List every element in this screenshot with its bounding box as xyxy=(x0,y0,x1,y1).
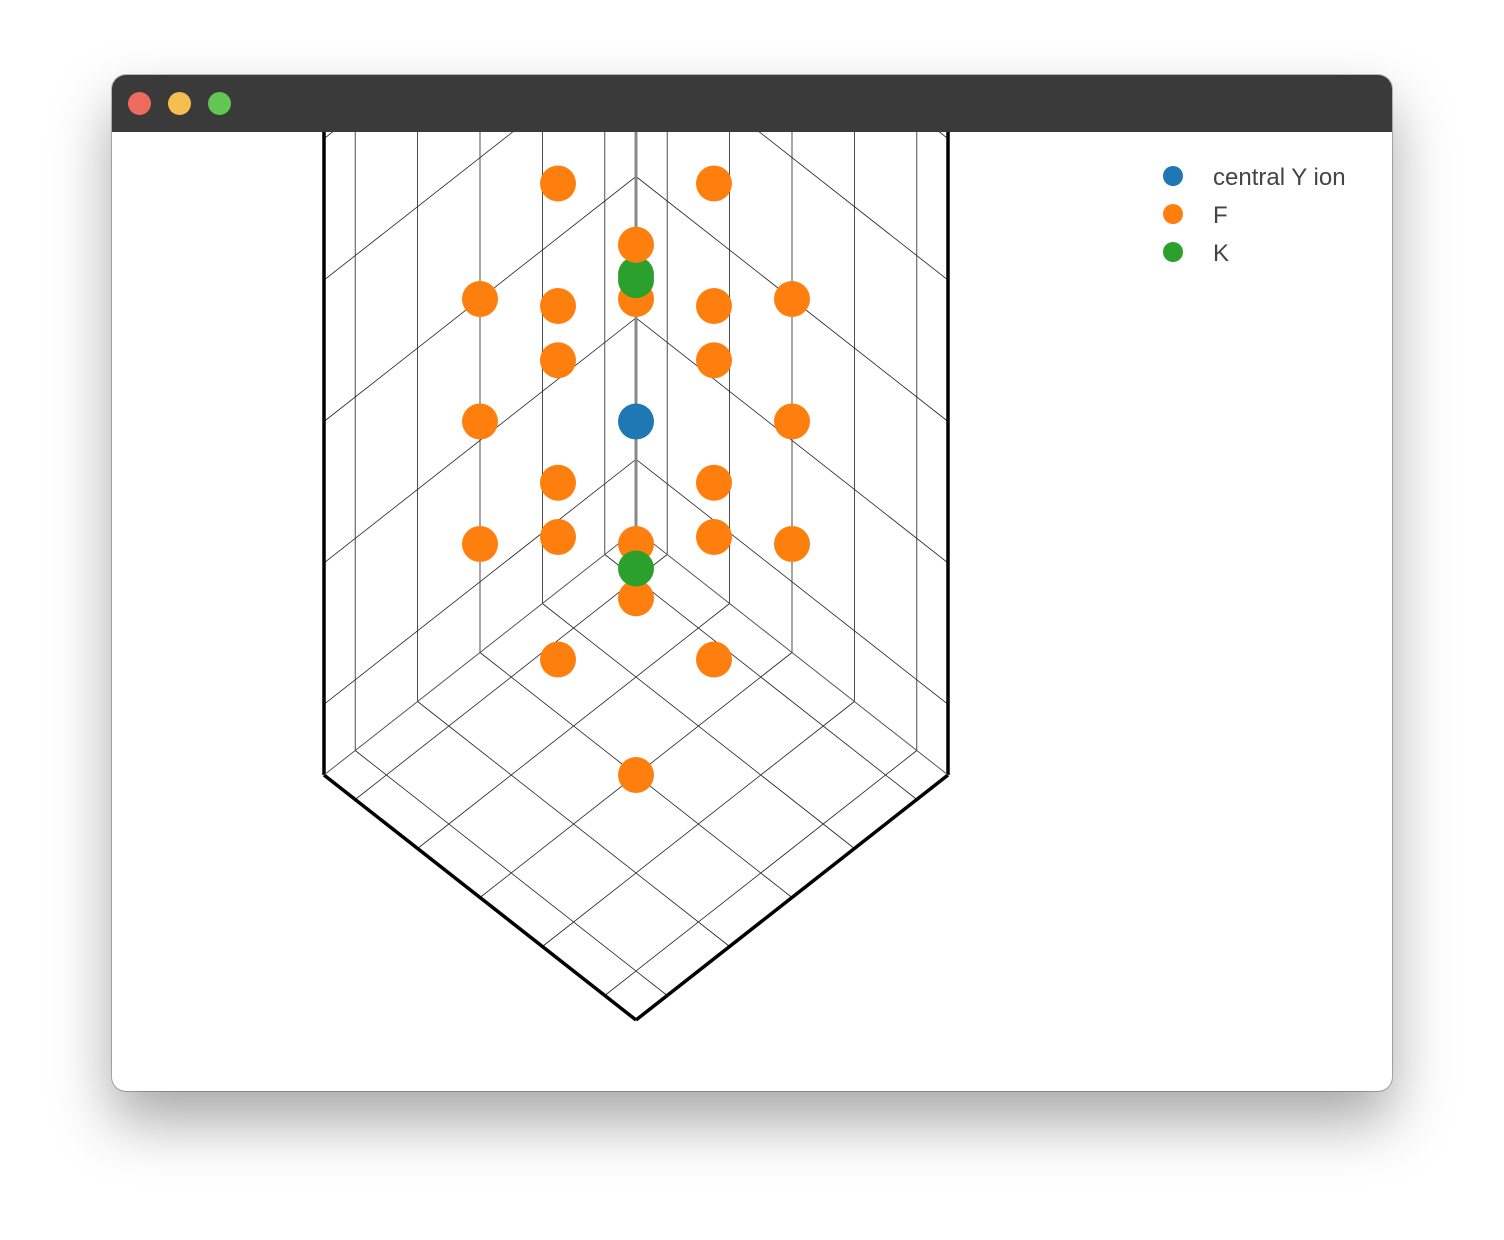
legend-label: central Y ion xyxy=(1213,164,1346,191)
legend-label: K xyxy=(1213,240,1229,267)
marker-f xyxy=(618,580,654,617)
gridline xyxy=(323,132,514,281)
axis-edge xyxy=(322,773,638,1022)
marker-f xyxy=(540,519,576,555)
marker-f xyxy=(696,342,732,379)
app-window: central Y ion F K xyxy=(112,75,1392,1091)
axis-edge xyxy=(635,529,949,776)
marker-f xyxy=(696,519,732,555)
marker-f xyxy=(618,757,654,793)
scatter3d-chart[interactable]: central Y ion FK xyxy=(112,132,1392,1091)
marker-f xyxy=(462,281,498,317)
marker-f xyxy=(540,641,576,678)
marker-f xyxy=(618,226,654,263)
legend-marker xyxy=(1163,204,1183,224)
gridline xyxy=(758,132,949,281)
title-bar xyxy=(112,75,1392,132)
marker-f xyxy=(540,288,576,324)
plot-area: central Y ion F K xyxy=(112,132,1392,1091)
marker-f xyxy=(696,641,732,678)
marker-f xyxy=(540,165,576,202)
marker-f xyxy=(540,342,576,379)
minimize-button[interactable] xyxy=(168,92,191,115)
legend-label: F xyxy=(1213,202,1228,229)
legend-marker xyxy=(1163,166,1183,186)
marker-k xyxy=(618,550,654,587)
gridline xyxy=(354,554,668,800)
close-button[interactable] xyxy=(128,92,151,115)
marker-f xyxy=(696,288,732,324)
gridline xyxy=(604,554,918,800)
marker-k xyxy=(618,262,654,299)
maximize-button[interactable] xyxy=(208,92,231,115)
axis-edge xyxy=(634,773,950,1022)
marker-f xyxy=(462,526,498,562)
marker-central-y-ion xyxy=(618,403,654,440)
marker-f xyxy=(540,464,576,501)
legend: central Y ion FK xyxy=(1163,164,1346,267)
gridline xyxy=(542,603,855,849)
marker-f xyxy=(696,165,732,202)
marker-f xyxy=(774,281,810,317)
legend-marker xyxy=(1163,242,1183,262)
marker-f xyxy=(774,403,810,440)
marker-f xyxy=(696,464,732,501)
gridline xyxy=(417,603,730,849)
markers xyxy=(462,165,810,793)
marker-f xyxy=(774,526,810,562)
axis-edge xyxy=(323,529,637,776)
marker-f xyxy=(462,403,498,440)
